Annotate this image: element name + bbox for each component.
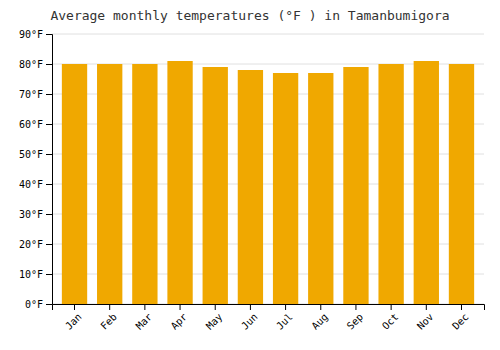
- y-tick-mark: [46, 304, 52, 305]
- x-tick-label: Jan: [63, 311, 84, 332]
- x-tick: Jul: [274, 304, 295, 332]
- grid-line: [52, 34, 484, 35]
- y-tick-mark: [46, 214, 52, 215]
- grid: [52, 34, 484, 304]
- x-tick: Jan: [63, 304, 84, 332]
- x-tick-label: Feb: [98, 311, 119, 332]
- x-tick-label: Apr: [169, 311, 190, 332]
- x-tick-label: Jun: [239, 311, 260, 332]
- bar: [308, 73, 333, 304]
- bar: [273, 73, 298, 304]
- x-tick: Oct: [380, 304, 401, 332]
- bar: [132, 64, 157, 304]
- title: Average monthly temperatures (°F ) in Ta…: [50, 8, 449, 23]
- x-tick-label: Dec: [450, 311, 471, 332]
- x-tick-mark: [109, 304, 110, 310]
- bar: [238, 70, 263, 304]
- x-tick-label: Mar: [134, 311, 155, 332]
- y-tick: 50°F: [19, 149, 52, 160]
- y-tick: 70°F: [19, 89, 52, 100]
- bar: [167, 61, 192, 304]
- y-tick-label: 30°F: [19, 209, 43, 220]
- bar: [203, 67, 228, 304]
- bar: [378, 64, 403, 304]
- x-axis: Jan Feb Mar Apr May Jun Jul Aug Sep Oct Nov Dec: [53, 304, 485, 332]
- bar: [343, 67, 368, 304]
- y-tick: 0°F: [25, 299, 52, 310]
- x-tick: Feb: [98, 304, 119, 332]
- y-tick: 30°F: [19, 209, 52, 220]
- y-tick-mark: [46, 244, 52, 245]
- y-tick-mark: [46, 154, 52, 155]
- x-tick-label: Nov: [415, 311, 436, 332]
- x-tick: Apr: [169, 304, 190, 332]
- x-axis-line: [53, 305, 485, 311]
- y-tick-mark: [46, 184, 52, 185]
- y-tick: 60°F: [19, 119, 52, 130]
- x-tick-mark: [285, 304, 286, 310]
- y-tick-mark: [46, 34, 52, 35]
- y-tick-label: 0°F: [25, 299, 43, 310]
- y-tick-label: 10°F: [19, 269, 43, 280]
- y-tick-label: 80°F: [19, 59, 43, 70]
- y-tick-label: 50°F: [19, 149, 43, 160]
- y-tick: 10°F: [19, 269, 52, 280]
- y-tick: 40°F: [19, 179, 52, 190]
- y-tick-label: 40°F: [19, 179, 43, 190]
- x-tick: Sep: [345, 304, 366, 332]
- x-tick-mark: [355, 304, 356, 310]
- y-tick: 90°F: [19, 29, 52, 40]
- y-tick-mark: [46, 64, 52, 65]
- x-tick-mark: [391, 304, 392, 310]
- y-tick-mark: [46, 94, 52, 95]
- x-tick-mark: [74, 304, 75, 310]
- y-tick-label: 70°F: [19, 89, 43, 100]
- bar: [97, 64, 122, 304]
- bar: [62, 64, 87, 304]
- y-tick: 20°F: [19, 239, 52, 250]
- x-tick-mark: [461, 304, 462, 310]
- y-axis: 0°F 10°F 20°F 30°F 40°F 50°F 60°F 70°F 80°F 90°F: [19, 29, 53, 310]
- y-tick-label: 60°F: [19, 119, 43, 130]
- bar: [414, 61, 439, 304]
- x-tick-label: Sep: [345, 311, 366, 332]
- bars: [62, 61, 474, 304]
- x-tick-label: Aug: [309, 311, 330, 332]
- y-tick-mark: [46, 274, 52, 275]
- x-tick: May: [204, 304, 225, 332]
- y-tick: 80°F: [19, 59, 52, 70]
- x-tick-label: May: [204, 311, 225, 332]
- x-tick-mark: [250, 304, 251, 310]
- chart: 0°F 10°F 20°F 30°F 40°F 50°F 60°F 70°F 80°F 90°F J…: [0, 0, 500, 350]
- x-tick-mark: [320, 304, 321, 310]
- x-tick: Nov: [415, 304, 436, 332]
- y-axis-line: [46, 35, 53, 305]
- plot: 0°F 10°F 20°F 30°F 40°F 50°F 60°F 70°F 80°F 90°F J…: [19, 29, 485, 332]
- x-tick-label: Oct: [380, 311, 401, 332]
- x-tick-mark: [215, 304, 216, 310]
- y-tick-mark: [46, 124, 52, 125]
- y-tick-label: 20°F: [19, 239, 43, 250]
- x-tick-label: Jul: [274, 311, 295, 332]
- y-tick-label: 90°F: [19, 29, 43, 40]
- x-tick: Dec: [450, 304, 471, 332]
- x-tick: Jun: [239, 304, 260, 332]
- x-tick: Aug: [309, 304, 330, 332]
- x-tick: Mar: [134, 304, 155, 332]
- x-tick-mark: [144, 304, 145, 310]
- x-tick-mark: [426, 304, 427, 310]
- bar: [449, 64, 474, 304]
- x-tick-mark: [180, 304, 181, 310]
